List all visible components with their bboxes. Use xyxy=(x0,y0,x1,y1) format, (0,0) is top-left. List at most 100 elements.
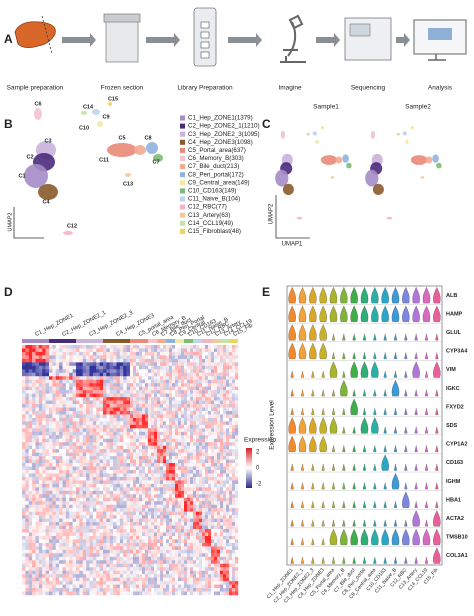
heatmap-cell xyxy=(175,511,179,516)
heatmap-cell xyxy=(190,508,194,512)
heatmap-cell xyxy=(92,581,97,585)
heatmap-cell xyxy=(65,424,70,429)
heatmap-cell xyxy=(126,476,131,481)
heatmap-cell xyxy=(109,351,114,356)
heatmap-cell xyxy=(126,435,131,439)
heatmap-cell xyxy=(32,556,36,561)
heatmap-cell xyxy=(199,567,203,571)
heatmap-cell xyxy=(178,379,182,384)
heatmap-cell xyxy=(202,351,206,356)
heatmap-cell xyxy=(69,487,73,492)
heatmap-cell xyxy=(166,456,170,460)
heatmap-cell xyxy=(42,497,46,502)
heatmap-cell xyxy=(109,494,114,498)
heatmap-cell xyxy=(235,372,239,377)
heatmap-cell xyxy=(22,549,26,554)
heatmap-cell xyxy=(139,553,143,558)
heatmap-cell xyxy=(214,546,218,551)
heatmap-cell xyxy=(79,539,83,544)
heatmap-cell xyxy=(113,525,117,530)
heatmap-cell xyxy=(103,410,107,415)
heatmap-cell xyxy=(193,379,197,384)
heatmap-cell xyxy=(169,393,173,398)
heatmap-cell xyxy=(160,480,164,485)
heatmap-cell xyxy=(99,515,104,519)
heatmap-cell xyxy=(163,407,167,412)
heatmap-cell xyxy=(148,487,152,492)
heatmap-cell xyxy=(229,546,233,551)
heatmap-cell xyxy=(79,546,83,551)
heatmap-cell xyxy=(151,522,155,526)
heatmap-cell xyxy=(32,470,36,474)
heatmap-cell xyxy=(69,473,73,478)
heatmap-cell xyxy=(181,577,185,582)
heatmap-cell xyxy=(130,442,134,446)
heatmap-cell xyxy=(172,490,176,495)
heatmap-cell xyxy=(65,351,70,356)
heatmap-cell xyxy=(157,362,161,367)
heatmap-cell xyxy=(92,549,97,554)
heatmap-cell xyxy=(220,539,224,544)
heatmap-cell xyxy=(59,355,63,360)
heatmap-cell xyxy=(42,560,46,564)
heatmap-cell xyxy=(151,431,155,436)
heatmap-cell xyxy=(86,404,90,408)
heatmap-cell xyxy=(55,560,60,564)
heatmap-cell xyxy=(175,591,179,596)
heatmap-cell xyxy=(166,546,170,551)
heatmap-cell xyxy=(175,365,179,370)
heatmap-cell xyxy=(181,556,185,561)
heatmap-cell xyxy=(62,518,67,523)
heatmap-cell xyxy=(113,529,117,533)
heatmap-cell xyxy=(136,407,140,412)
heatmap-cell xyxy=(184,456,188,460)
heatmap-cell xyxy=(160,539,164,544)
heatmap-cell xyxy=(52,487,56,492)
heatmap-cell xyxy=(52,494,56,498)
heatmap-cell xyxy=(79,379,83,384)
heatmap-cell xyxy=(172,431,176,436)
heatmap-cell xyxy=(214,372,218,377)
heatmap-cell xyxy=(154,515,158,519)
heatmap-cell xyxy=(38,400,43,405)
heatmap-cell xyxy=(52,588,56,592)
heatmap-cell xyxy=(151,504,155,509)
heatmap-cell xyxy=(28,379,33,384)
heatmap-cell xyxy=(52,470,56,474)
heatmap-cell xyxy=(126,365,131,370)
heatmap-cell xyxy=(181,348,185,353)
heatmap-cell xyxy=(202,508,206,512)
heatmap-cell xyxy=(106,348,110,353)
heatmap-cell xyxy=(45,424,50,429)
heatmap-cell xyxy=(79,404,83,408)
heatmap-cell xyxy=(35,397,40,401)
heatmap-cell xyxy=(205,442,209,446)
heatmap-cell xyxy=(214,445,218,450)
heatmap-cell xyxy=(38,442,43,446)
heatmap-cell xyxy=(151,497,155,502)
heatmap-cell xyxy=(38,397,43,401)
heatmap-cell xyxy=(79,577,83,582)
heatmap-cell xyxy=(103,442,107,446)
heatmap-cell xyxy=(72,449,77,453)
heatmap-cell xyxy=(175,490,179,495)
heatmap-cell xyxy=(49,393,53,398)
heatmap-cell xyxy=(123,497,127,502)
heatmap-cell xyxy=(89,567,94,571)
heatmap-cell xyxy=(223,421,227,426)
heatmap-cell xyxy=(123,591,127,596)
heatmap-cell xyxy=(38,560,43,564)
heatmap-cell xyxy=(187,574,191,578)
heatmap-cell xyxy=(106,525,110,530)
heatmap-cell xyxy=(190,553,194,558)
heatmap-cell xyxy=(154,358,158,363)
heatmap-cell xyxy=(55,421,60,426)
heatmap-cell xyxy=(79,397,83,401)
heatmap-cell xyxy=(79,470,83,474)
heatmap-cell xyxy=(106,414,110,419)
heatmap-cell xyxy=(205,438,209,443)
heatmap-cell xyxy=(229,504,233,509)
heatmap-cell xyxy=(106,417,110,422)
heatmap-cell xyxy=(109,362,114,367)
heatmap-cell xyxy=(151,407,155,412)
